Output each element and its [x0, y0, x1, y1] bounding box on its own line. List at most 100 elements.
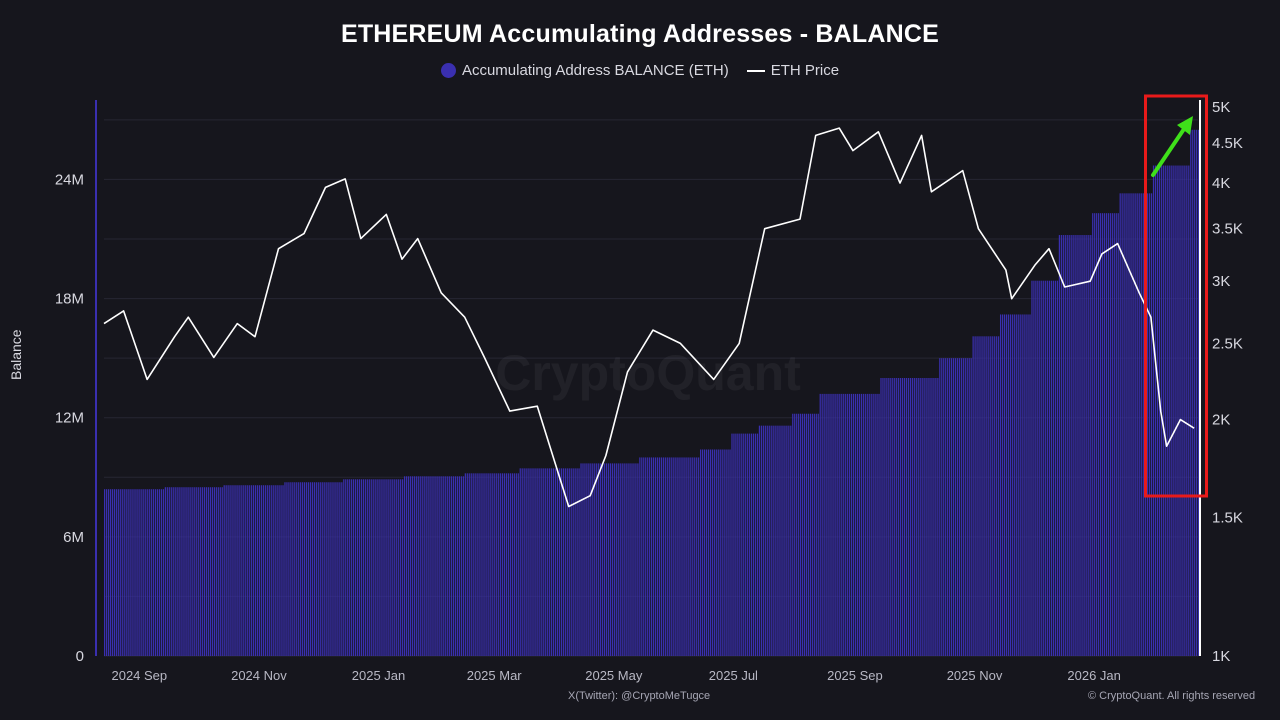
balance-bar — [670, 457, 672, 656]
balance-bar — [976, 336, 978, 656]
balance-bar — [345, 479, 347, 656]
balance-bar — [1080, 235, 1082, 656]
y-right-tick-label: 1K — [1212, 648, 1230, 665]
balance-bar — [1196, 129, 1198, 657]
balance-bar — [394, 479, 396, 656]
balance-bar — [427, 476, 429, 656]
balance-bar — [229, 485, 231, 656]
balance-bar — [325, 482, 327, 656]
balance-bar — [407, 476, 410, 656]
trend-arrow-shaft — [1151, 124, 1188, 177]
balance-bar — [302, 482, 304, 656]
balance-bar — [1088, 235, 1090, 656]
balance-bar — [668, 457, 670, 656]
balance-bar — [501, 473, 504, 656]
balance-bar — [196, 487, 198, 656]
balance-bar — [784, 425, 786, 656]
balance-bar — [590, 463, 592, 656]
footer-copyright: © CryptoQuant. All rights reserved — [1088, 690, 1256, 702]
balance-bar — [486, 473, 488, 656]
balance-bar — [625, 463, 627, 656]
balance-bar — [692, 457, 694, 656]
balance-bar — [1121, 193, 1123, 657]
balance-bar — [711, 449, 713, 656]
balance-bar — [1033, 280, 1035, 656]
balance-bar — [533, 468, 535, 656]
balance-bar — [878, 393, 880, 656]
tick-labels: 0 6M 12M 18M 24M 1K 1.5K 2K 2.5K 3K 3.5K 4K 4.5K 5K 20… — [55, 99, 1243, 683]
balance-bar — [419, 476, 421, 656]
legend-item-balance[interactable]: Accumulating Address BALANCE (ETH) — [440, 62, 729, 79]
y-right-tick-label: 3K — [1212, 273, 1230, 290]
balance-bar — [1001, 314, 1004, 656]
balance-bar — [1025, 314, 1027, 656]
balance-bar — [903, 378, 906, 656]
balance-bar — [205, 487, 208, 656]
balance-bar — [284, 482, 286, 656]
balance-bar — [270, 485, 272, 656]
balance-bar — [678, 457, 680, 656]
balance-bar — [915, 378, 917, 656]
balance-bar — [780, 425, 782, 656]
balance-bar — [202, 487, 204, 656]
balance-bar — [321, 482, 323, 656]
balance-bar — [686, 457, 688, 656]
balance-bar — [766, 425, 768, 656]
balance-bar — [437, 476, 439, 656]
balance-bar — [945, 358, 947, 656]
balance-bar — [1141, 193, 1143, 657]
balance-bar — [233, 485, 235, 656]
balance-bar — [141, 489, 143, 656]
balance-bar — [307, 482, 310, 656]
balance-bar — [899, 378, 902, 656]
balance-bar — [1148, 193, 1151, 657]
balance-bar — [351, 479, 353, 656]
balance-bar — [700, 449, 702, 656]
balance-bar — [364, 479, 366, 656]
balance-bar — [253, 485, 255, 656]
balance-bar — [594, 463, 596, 656]
balance-bar — [1170, 165, 1172, 656]
balance-bar — [547, 468, 549, 656]
balance-bar — [721, 449, 723, 656]
balance-bar — [451, 476, 453, 656]
balance-bar — [109, 489, 112, 656]
balance-bar — [380, 479, 382, 656]
balance-bar — [913, 378, 915, 656]
balance-bar — [800, 413, 802, 656]
balance-bar — [292, 482, 294, 656]
balance-bar — [649, 457, 651, 656]
balance-bar — [613, 463, 615, 656]
balance-bar — [411, 476, 414, 656]
balance-bar — [896, 378, 898, 656]
balance-bar — [598, 463, 600, 656]
legend-item-price[interactable]: ETH Price — [746, 62, 839, 79]
balance-bar — [647, 457, 649, 656]
balance-bar — [192, 487, 194, 656]
balance-bar — [749, 433, 751, 656]
y-right-tick-label: 2.5K — [1212, 335, 1243, 352]
balance-bar — [621, 463, 623, 656]
balance-bar — [633, 463, 635, 656]
x-tick-label: 2025 Nov — [947, 668, 1003, 683]
balance-bar — [1052, 280, 1055, 656]
x-tick-label: 2025 Mar — [467, 668, 523, 683]
balance-bar — [1111, 213, 1113, 656]
balance-bar — [1082, 235, 1084, 656]
balance-bar — [168, 487, 170, 656]
balance-bar — [539, 468, 541, 656]
balance-bar — [513, 473, 515, 656]
balance-bar — [651, 457, 653, 656]
balance-bar — [354, 479, 357, 656]
balance-bar — [717, 449, 719, 656]
balance-bar — [817, 413, 819, 656]
balance-bar — [862, 393, 864, 656]
balance-bar — [554, 468, 557, 656]
balance-bar — [415, 476, 417, 656]
y-right-tick-label: 5K — [1212, 99, 1230, 116]
balance-bar — [1127, 193, 1129, 657]
balance-bar — [970, 358, 972, 656]
balance-bar — [607, 463, 610, 656]
balance-bar — [1178, 165, 1180, 656]
balance-bar — [1098, 213, 1100, 656]
